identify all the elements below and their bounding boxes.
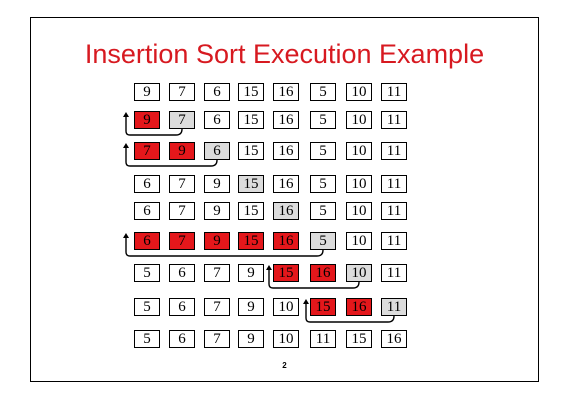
array-cell: 15 [346,330,372,348]
array-cell: 7 [204,330,230,348]
array-cell: 6 [169,298,195,316]
array-cell: 5 [134,264,160,282]
insertion-arrowhead [123,233,129,238]
array-cell: 11 [381,111,407,129]
array-cell: 9 [238,298,264,316]
array-cell: 6 [134,175,160,193]
array-cell: 9 [204,175,230,193]
array-cell: 15 [238,142,264,160]
array-cell: 15 [238,175,264,193]
array-cell: 11 [381,175,407,193]
array-cell: 16 [310,264,336,282]
array-cell: 7 [204,264,230,282]
array-cell: 16 [273,83,299,101]
page-number: 2 [282,361,287,370]
insertion-arrowhead [123,143,129,148]
array-cell: 15 [238,83,264,101]
array-cell: 9 [134,83,160,101]
array-cell: 10 [346,142,372,160]
array-cell: 9 [204,232,230,250]
array-cell: 9 [238,264,264,282]
array-cell: 10 [346,175,372,193]
array-cell: 6 [204,142,230,160]
array-cell: 5 [310,83,336,101]
array-cell: 7 [169,202,195,220]
array-cell: 5 [310,142,336,160]
array-cell: 6 [134,232,160,250]
array-cell: 5 [310,232,336,250]
array-cell: 15 [310,298,336,316]
array-cell: 16 [273,175,299,193]
array-cell: 16 [273,142,299,160]
array-cell: 5 [310,175,336,193]
insertion-arrowhead [303,299,309,304]
array-cell: 10 [346,232,372,250]
array-cell: 10 [346,264,372,282]
array-cell: 11 [381,298,407,316]
array-cell: 9 [134,111,160,129]
array-cell: 6 [134,202,160,220]
array-cell: 5 [310,202,336,220]
array-cell: 6 [169,264,195,282]
array-cell: 7 [169,232,195,250]
array-cell: 11 [381,202,407,220]
array-cell: 11 [381,83,407,101]
array-cell: 11 [310,330,336,348]
array-cell: 9 [204,202,230,220]
array-cell: 9 [169,142,195,160]
array-cell: 10 [273,330,299,348]
array-cell: 5 [134,298,160,316]
array-cell: 16 [273,202,299,220]
slide-title: Insertion Sort Execution Example [84,39,485,69]
array-cell: 7 [169,111,195,129]
array-cell: 7 [169,175,195,193]
array-cell: 7 [134,142,160,160]
array-cell: 9 [238,330,264,348]
array-cell: 10 [346,83,372,101]
array-cell: 6 [204,111,230,129]
array-cell: 16 [273,232,299,250]
array-cell: 5 [134,330,160,348]
array-cell: 6 [169,330,195,348]
insertion-arrowhead [123,112,129,117]
array-cell: 11 [381,142,407,160]
array-cell: 16 [273,111,299,129]
insertion-arrows [123,112,395,323]
array-cell: 10 [346,202,372,220]
array-cell: 7 [169,83,195,101]
array-cell: 7 [204,298,230,316]
array-cell: 15 [273,264,299,282]
array-cell: 11 [381,264,407,282]
array-cell: 16 [381,330,407,348]
array-cell: 16 [346,298,372,316]
array-cell: 6 [204,83,230,101]
array-cell: 15 [238,202,264,220]
array-cell: 10 [346,111,372,129]
insertion-arrowhead [266,265,272,270]
array-cell: 15 [238,232,264,250]
array-cell: 11 [381,232,407,250]
array-cell: 5 [310,111,336,129]
array-cell: 15 [238,111,264,129]
array-cell: 10 [273,298,299,316]
slide: Insertion Sort Execution Example 9 7 6 15 16… [30,17,539,382]
